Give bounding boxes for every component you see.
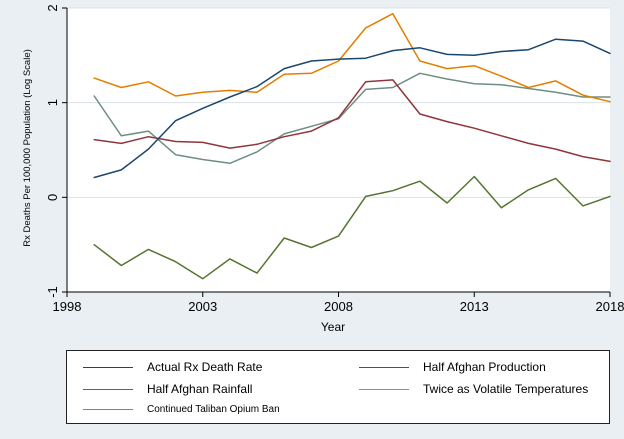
y-axis-title: Rx Deaths Per 100,000 Population (Log Sc…: [22, 49, 33, 247]
gridlines: [67, 7, 610, 198]
x-ticks: 1998 2003 2008 2013 2018: [53, 292, 624, 314]
y-tick-label: 2: [45, 4, 60, 11]
legend-swatch: [83, 388, 133, 390]
x-tick-label: 2013: [460, 299, 489, 314]
legend-label: Half Afghan Rainfall: [147, 382, 253, 396]
legend-label: Half Afghan Production: [423, 360, 546, 374]
line-chart: -1 0 1 2 1998 2003 2008 2013 2018 Year Rx Death…: [22, 4, 624, 334]
y-tick-label: 0: [45, 194, 60, 201]
legend-swatch: [83, 366, 133, 368]
x-tick-label: 2003: [188, 299, 217, 314]
series-line-continued-taliban-opium-ban: [93, 72, 611, 165]
legend-swatch: [83, 409, 133, 410]
x-axis-title: Year: [321, 320, 345, 334]
legend-swatch: [359, 388, 409, 390]
series-line-actual-rx-death-rate: [93, 38, 611, 179]
y-tick-label: -1: [45, 286, 60, 298]
x-tick-label: 2008: [324, 299, 353, 314]
y-tick-label: 1: [45, 99, 60, 106]
series-line-half-afghan-production: [93, 79, 611, 163]
plot-area: [67, 8, 610, 292]
legend-label: Twice as Volatile Temperatures: [423, 382, 589, 396]
legend: Actual Rx Death Rate Half Afghan Product…: [66, 350, 610, 424]
series-line-half-afghan-rainfall: [93, 175, 611, 280]
x-tick-label: 1998: [53, 299, 82, 314]
legend-label: Continued Taliban Opium Ban: [147, 404, 280, 415]
legend-label: Actual Rx Death Rate: [147, 360, 263, 374]
series-line-twice-as-volatile-temperatures: [93, 12, 611, 103]
legend-item-half-afghan-production: Half Afghan Production: [359, 360, 546, 374]
legend-item-continued-taliban-opium-ban: Continued Taliban Opium Ban: [83, 404, 280, 415]
series-layer: [93, 12, 611, 280]
legend-item-actual-rx-death-rate: Actual Rx Death Rate: [83, 360, 262, 374]
y-ticks: -1 0 1 2: [45, 4, 67, 298]
legend-swatch: [359, 366, 409, 368]
legend-item-half-afghan-rainfall: Half Afghan Rainfall: [83, 382, 252, 396]
legend-item-twice-as-volatile-temperatures: Twice as Volatile Temperatures: [359, 382, 588, 396]
x-tick-label: 2018: [596, 299, 624, 314]
